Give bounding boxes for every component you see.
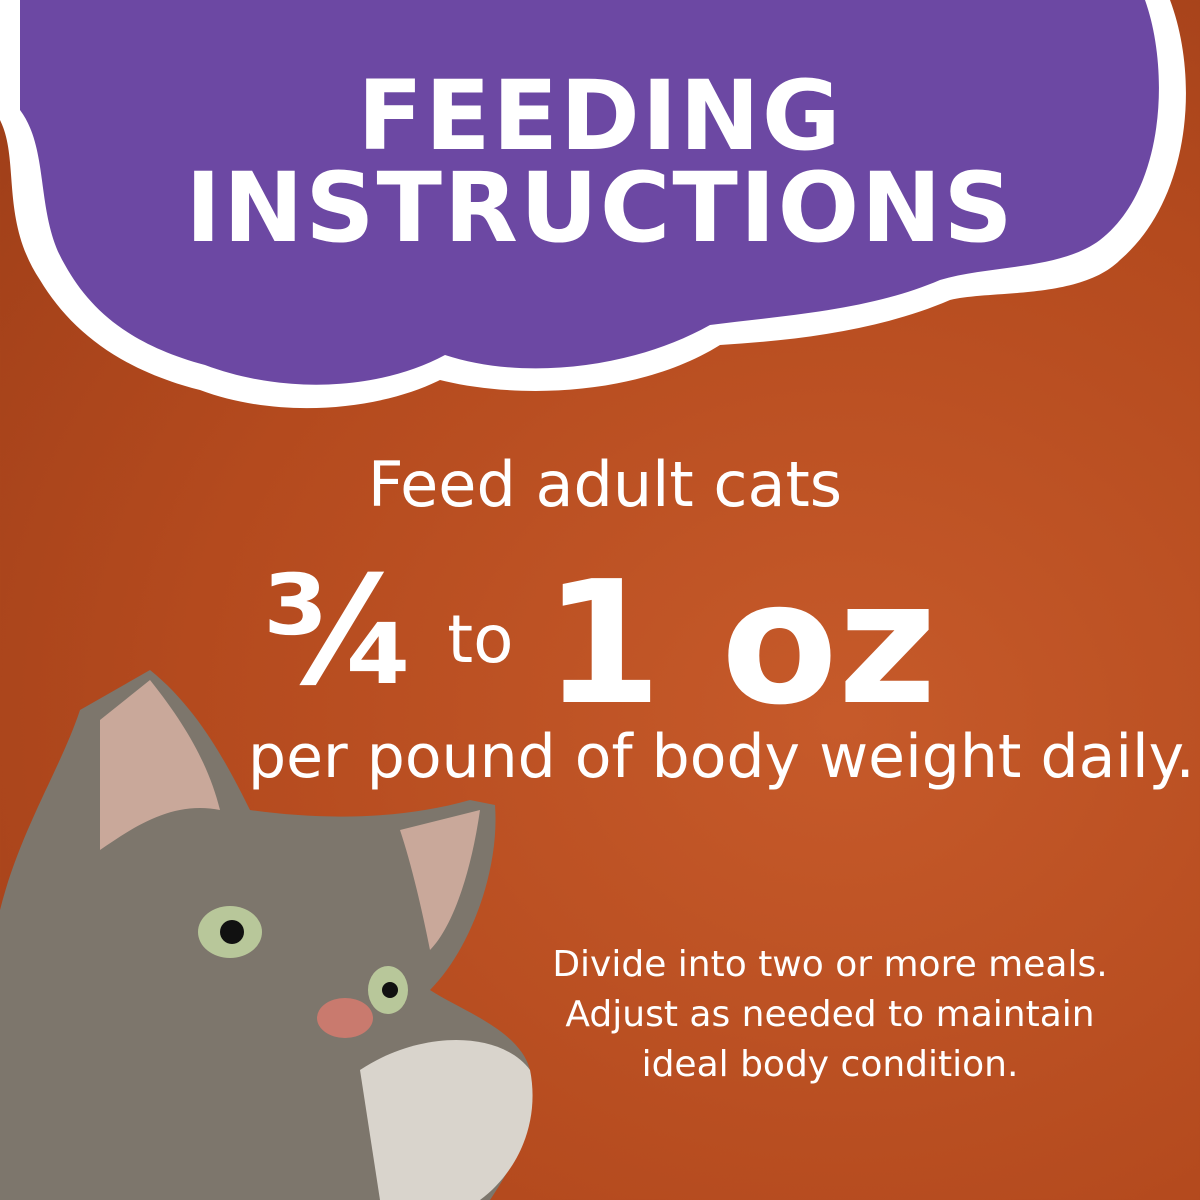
purple-cloud-banner [0,0,1186,409]
heading-line-1: FEEDING [357,60,843,172]
intro-text: Feed adult cats [367,448,843,521]
heading-line-2: INSTRUCTIONS [185,152,1015,264]
amount-to: to [447,601,514,678]
note-text: Divide into two or more meals. Adjust as… [552,944,1108,1085]
amount-fraction: ¾ [262,545,418,719]
amount-text: ¾ to 1 oz [262,545,937,743]
per-weight-text: per pound of body weight daily. [248,722,1195,792]
cat-image [0,670,533,1200]
amount-value: 1 oz [543,545,937,743]
